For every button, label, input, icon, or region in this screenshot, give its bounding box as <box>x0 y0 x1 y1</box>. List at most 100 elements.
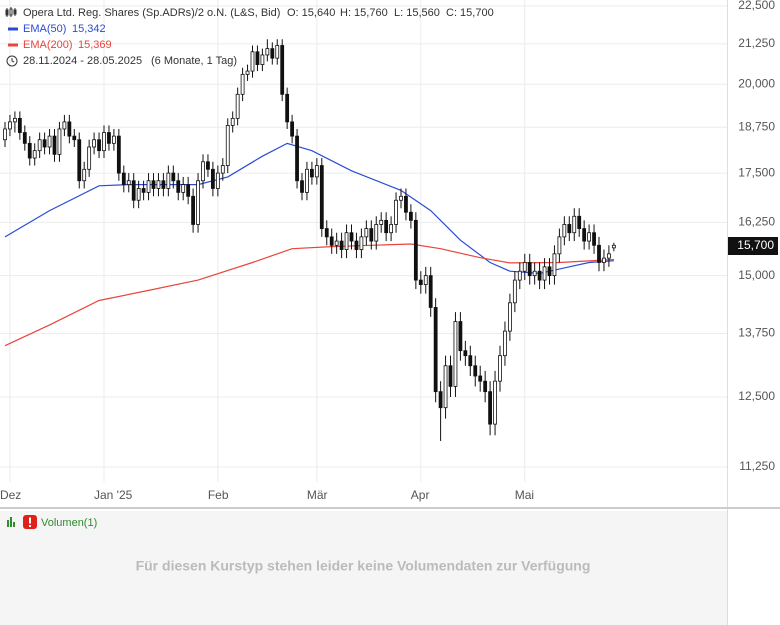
candle-body <box>230 117 235 126</box>
legend-value: 15,369 <box>78 39 112 51</box>
candle-body <box>255 51 260 65</box>
candle-body <box>136 188 141 201</box>
candle-body <box>215 172 220 189</box>
y-tick-label: 21,250 <box>738 36 775 50</box>
candle-body <box>181 184 186 193</box>
x-tick-label: Mär <box>307 488 328 502</box>
candle-body <box>319 165 324 229</box>
candle-body <box>265 48 270 56</box>
grid <box>0 0 727 482</box>
candle-body <box>245 70 250 75</box>
candle-body <box>225 125 230 166</box>
quote-high: H: 15,760 <box>340 7 388 19</box>
candle-body <box>97 139 101 152</box>
candle-body <box>87 146 92 170</box>
y-tick-label: 12,500 <box>738 389 775 403</box>
candle-body <box>503 330 507 357</box>
candle-body <box>112 135 116 144</box>
candle-body <box>488 391 493 425</box>
candle-body <box>547 266 552 277</box>
candle-body <box>82 168 87 182</box>
legend-name: EMA(50) <box>23 23 66 35</box>
candle-body <box>438 391 443 409</box>
y-tick-label: 22,500 <box>738 0 775 12</box>
price-tag-label: 15,700 <box>737 238 774 252</box>
y-tick-label: 13,750 <box>738 326 775 340</box>
candle-body <box>290 121 295 137</box>
candle-body <box>280 45 285 95</box>
candle-body <box>201 161 205 182</box>
candle-body <box>131 180 136 201</box>
candle-body <box>27 142 32 159</box>
candle-body <box>527 262 532 277</box>
candle-body <box>141 188 146 193</box>
candle-body <box>196 180 200 225</box>
candle-body <box>102 132 106 152</box>
candle-body <box>295 135 299 182</box>
candle-body <box>517 270 522 281</box>
candle-body <box>577 215 582 229</box>
candle-body <box>220 165 225 174</box>
candle-body <box>344 232 349 250</box>
candle-body <box>250 51 255 72</box>
period: 28.11.2024 - 28.05.2025 <box>23 55 142 67</box>
candle-body <box>191 195 196 225</box>
candle-body <box>592 232 596 246</box>
candle-body <box>126 180 131 185</box>
candle-body <box>206 161 210 170</box>
candle-body <box>413 219 418 281</box>
candle-body <box>567 224 572 234</box>
candle-body <box>379 219 384 225</box>
candle-body <box>275 45 280 59</box>
y-tick-label: 17,500 <box>738 165 775 179</box>
candle-body <box>62 121 67 130</box>
volume-icon <box>7 517 15 527</box>
candle-body <box>349 232 354 242</box>
candle-body <box>542 266 547 281</box>
candle-body <box>324 228 329 238</box>
candle-body <box>374 224 379 242</box>
candle-body <box>17 117 22 133</box>
x-tick-label: Dez <box>0 488 21 502</box>
x-tick-label: Mai <box>515 488 534 502</box>
candle-body <box>611 244 616 249</box>
candle-body <box>77 139 82 182</box>
candle-body <box>42 139 47 148</box>
quote-close: C: 15,700 <box>446 7 494 19</box>
candle-body <box>240 73 245 95</box>
candle-body <box>305 168 309 193</box>
candle-body <box>22 132 27 144</box>
legend-name: EMA(200) <box>23 39 73 51</box>
ema-line <box>4 243 614 347</box>
candle-body <box>557 236 562 255</box>
candle-body <box>582 228 587 242</box>
candle-body <box>572 215 577 234</box>
y-tick-label: 18,750 <box>738 119 775 133</box>
candle-body <box>552 253 557 277</box>
candle-body <box>587 232 591 242</box>
legend-value: 15,342 <box>72 23 106 35</box>
candle-body <box>537 270 542 281</box>
candle-body <box>607 253 611 259</box>
x-tick-label: Jan '25 <box>94 488 133 502</box>
candle-body <box>156 180 161 189</box>
candle-body <box>285 93 290 123</box>
y-tick-label: 15,000 <box>738 268 775 282</box>
candle-body <box>399 195 403 201</box>
y-tick-label: 16,250 <box>738 215 775 229</box>
candle-body <box>354 240 359 250</box>
candle-body <box>161 180 166 189</box>
candle-body <box>151 180 156 189</box>
candle-body <box>107 132 111 144</box>
candle-body <box>52 135 57 155</box>
candle-body <box>270 48 275 59</box>
candle-body <box>171 172 176 182</box>
candle-body <box>57 128 62 155</box>
x-tick-label: Apr <box>411 488 430 502</box>
y-tick-label: 20,000 <box>738 76 775 90</box>
candle-body <box>235 93 240 119</box>
candle-body <box>37 139 42 152</box>
candle-body <box>12 117 17 123</box>
candle-body <box>443 365 448 409</box>
candle-body <box>468 355 473 367</box>
